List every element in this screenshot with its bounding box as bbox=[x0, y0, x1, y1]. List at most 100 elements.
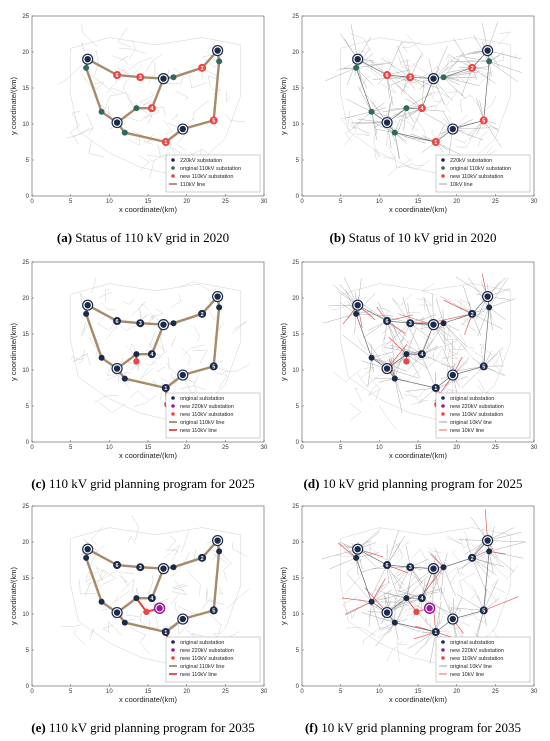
substation-220kv bbox=[384, 119, 390, 125]
substation-220kv bbox=[214, 537, 220, 543]
y-tick-label: 20 bbox=[22, 50, 29, 56]
substation-110kv-original bbox=[353, 311, 359, 317]
substation-110kv-original bbox=[403, 105, 409, 111]
x-tick-label: 5 bbox=[339, 199, 343, 205]
x-tick-label: 25 bbox=[222, 445, 229, 451]
caption-label: (f) bbox=[305, 720, 318, 735]
caption-text: 10 kV grid planning program for 2035 bbox=[318, 720, 521, 735]
caption-label: (c) bbox=[31, 476, 45, 491]
x-tick-label: 10 bbox=[106, 445, 113, 451]
y-tick-label: 20 bbox=[292, 540, 299, 546]
substation-220kv bbox=[214, 293, 220, 299]
caption-text: 10 kV grid planning program for 2025 bbox=[319, 476, 522, 491]
y-tick-label: 5 bbox=[296, 648, 300, 654]
substation-220kv bbox=[450, 372, 456, 378]
legend-entry: new 110kV substation bbox=[180, 656, 233, 662]
substation-label: 5 bbox=[482, 608, 485, 614]
substation-220kv bbox=[430, 75, 436, 81]
substation-label: 1 bbox=[434, 630, 437, 636]
legend-entry: original substation bbox=[450, 396, 494, 402]
substation-label: 6 bbox=[386, 319, 389, 325]
substation-110kv-original bbox=[486, 548, 492, 554]
substation-220kv bbox=[450, 126, 456, 132]
legend-entry: new 220kV substation bbox=[180, 404, 234, 410]
y-tick-label: 15 bbox=[292, 576, 299, 582]
caption-text: 110 kV grid planning program for 2025 bbox=[46, 476, 255, 491]
x-tick-label: 20 bbox=[453, 445, 460, 451]
substation-110kv-original bbox=[392, 130, 398, 136]
substation-label: 2 bbox=[201, 556, 204, 562]
x-axis-label: x coordinate/(km) bbox=[389, 205, 447, 214]
substation-220kv bbox=[384, 609, 390, 615]
substation-label: 2 bbox=[471, 66, 474, 72]
y-tick-label: 15 bbox=[22, 86, 29, 92]
y-tick-label: 0 bbox=[296, 194, 300, 200]
x-tick-label: 0 bbox=[30, 199, 34, 205]
substation-label: 5 bbox=[212, 608, 215, 614]
y-axis-label: y coordinate/(km) bbox=[9, 323, 18, 381]
y-tick-label: 10 bbox=[22, 122, 29, 128]
legend-entry: new 110kV substation bbox=[450, 656, 503, 662]
substation-110kv-original bbox=[122, 376, 128, 382]
legend-entry: original substation bbox=[180, 640, 224, 646]
y-tick-label: 25 bbox=[22, 260, 29, 266]
substation-label: 1 bbox=[164, 386, 167, 392]
substation-110kv-new-2035 bbox=[143, 609, 149, 615]
substation-110kv-original bbox=[171, 74, 177, 80]
substation-110kv-original bbox=[171, 564, 177, 570]
y-tick-label: 25 bbox=[292, 504, 299, 510]
y-tick-label: 0 bbox=[26, 194, 30, 200]
panel-caption: (f) 10 kV grid planning program for 2035 bbox=[278, 720, 548, 736]
caption-text: Status of 110 kV grid in 2020 bbox=[72, 230, 229, 245]
substation-label: 1 bbox=[434, 140, 437, 146]
y-tick-label: 15 bbox=[292, 86, 299, 92]
x-tick-label: 20 bbox=[183, 445, 190, 451]
substation-label: 5 bbox=[482, 364, 485, 370]
y-tick-label: 20 bbox=[292, 50, 299, 56]
x-tick-label: 25 bbox=[222, 689, 229, 695]
legend-entry: new 10kV line bbox=[450, 428, 484, 434]
x-tick-label: 25 bbox=[492, 199, 499, 205]
y-tick-label: 15 bbox=[292, 332, 299, 338]
y-tick-label: 15 bbox=[22, 576, 29, 582]
y-axis-label: y coordinate/(km) bbox=[279, 323, 288, 381]
substation-110kv-original bbox=[83, 311, 89, 317]
substation-220kv bbox=[354, 546, 360, 552]
substation-label: 6 bbox=[116, 319, 119, 325]
substation-label: 6 bbox=[116, 73, 119, 79]
substation-110kv-original bbox=[369, 599, 375, 605]
x-axis-label: x coordinate/(km) bbox=[389, 695, 447, 704]
caption-label: (e) bbox=[31, 720, 45, 735]
legend-entry: original substation bbox=[450, 640, 494, 646]
y-tick-label: 25 bbox=[22, 504, 29, 510]
substation-220kv bbox=[84, 546, 90, 552]
x-tick-label: 0 bbox=[300, 445, 304, 451]
substation-label: 3 bbox=[139, 75, 142, 81]
x-tick-label: 20 bbox=[453, 199, 460, 205]
legend-entry: new 110kV substation bbox=[180, 174, 233, 180]
x-tick-label: 30 bbox=[531, 199, 538, 205]
substation-220kv bbox=[160, 565, 166, 571]
substation-110kv-original bbox=[99, 355, 105, 361]
substation-label: 1 bbox=[434, 386, 437, 392]
legend-entry: original 110kV line bbox=[180, 664, 225, 670]
substation-220kv bbox=[484, 47, 490, 53]
x-axis-label: x coordinate/(km) bbox=[119, 205, 177, 214]
substation-110kv-original bbox=[171, 320, 177, 326]
legend-entry: original 10kV line bbox=[450, 420, 492, 426]
y-tick-label: 10 bbox=[22, 368, 29, 374]
substation-110kv-original bbox=[392, 376, 398, 382]
legend-entry: new 110kV line bbox=[180, 672, 217, 678]
substation-220kv bbox=[180, 372, 186, 378]
x-tick-label: 20 bbox=[183, 689, 190, 695]
substation-220kv bbox=[84, 302, 90, 308]
